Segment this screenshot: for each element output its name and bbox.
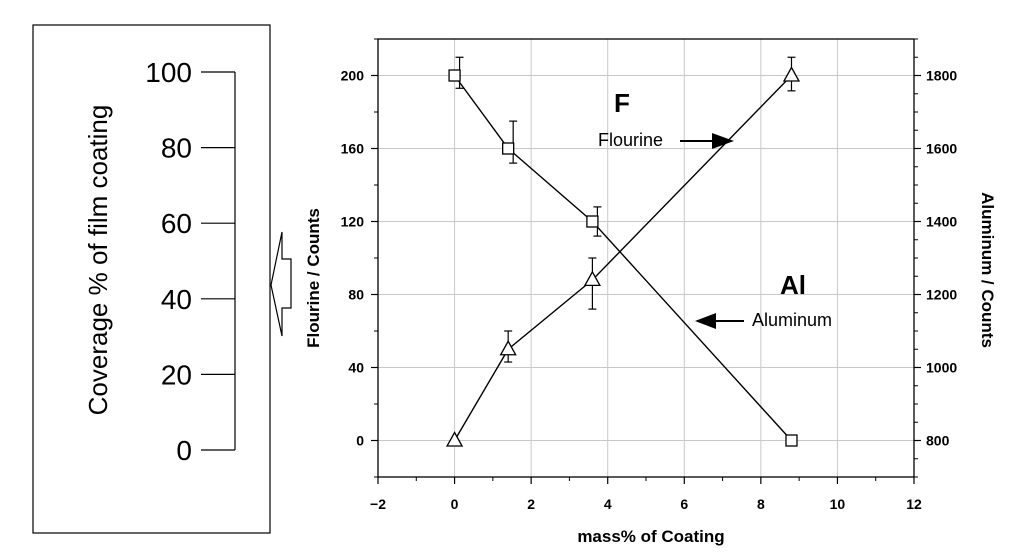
y-axis-right-title: Aluminum / Counts bbox=[978, 192, 997, 348]
y-right-tick-label: 1000 bbox=[926, 360, 957, 376]
point-triangle-marker bbox=[583, 270, 602, 287]
y-right-tick-label: 1800 bbox=[926, 68, 957, 84]
annotation-f: F bbox=[614, 88, 630, 118]
point-square-marker bbox=[785, 434, 798, 447]
tick-labels: −2 0 2 4 6 8 10 1204080120160200800100012001400… bbox=[341, 68, 958, 513]
coverage-axis-title: Coverage % of film coating bbox=[83, 105, 113, 416]
series-line-flourine bbox=[454, 75, 793, 441]
coverage-tick-label: 60 bbox=[161, 208, 192, 239]
point-square-marker bbox=[448, 69, 461, 82]
axis-ticks bbox=[371, 38, 921, 484]
y-right-tick-label: 1400 bbox=[926, 214, 957, 230]
series-layer bbox=[445, 56, 801, 447]
plot-frame bbox=[377, 38, 915, 478]
series-line-aluminum bbox=[453, 75, 792, 441]
y-axis-left-title: Flourine / Counts bbox=[304, 208, 323, 348]
x-tick-label: −2 bbox=[370, 496, 386, 512]
coverage-scale: 100 80 60 40 20 0 bbox=[145, 57, 236, 466]
right-arrow-icon bbox=[712, 133, 734, 149]
coverage-tick-label: 80 bbox=[161, 133, 192, 164]
x-tick-label: 4 bbox=[604, 496, 612, 512]
y-right-tick-label: 800 bbox=[926, 433, 950, 449]
point-triangle-marker bbox=[499, 339, 517, 356]
coverage-panel-frame bbox=[32, 24, 271, 534]
annotation-aluminum-text: Aluminum bbox=[752, 310, 832, 330]
annotation-al: Al bbox=[780, 270, 806, 300]
y-left-tick-label: 200 bbox=[341, 68, 365, 84]
y-left-tick-label: 160 bbox=[341, 141, 365, 157]
point-triangle-marker bbox=[782, 66, 801, 82]
hollow-arrow-icon bbox=[270, 231, 292, 337]
x-tick-label: 0 bbox=[451, 496, 459, 512]
coverage-tick-label: 20 bbox=[161, 359, 192, 390]
annotation-flourine-text: Flourine bbox=[598, 130, 663, 150]
x-tick-label: 10 bbox=[830, 496, 846, 512]
y-left-tick-label: 120 bbox=[341, 214, 365, 230]
left-arrow-icon bbox=[695, 313, 716, 329]
y-left-tick-label: 40 bbox=[348, 360, 364, 376]
x-tick-label: 2 bbox=[527, 496, 535, 512]
y-left-tick-label: 0 bbox=[356, 433, 364, 449]
y-left-tick-label: 80 bbox=[348, 287, 364, 303]
coverage-tick-label: 100 bbox=[145, 57, 192, 88]
y-right-tick-label: 1200 bbox=[926, 287, 957, 303]
point-triangle-marker bbox=[445, 431, 464, 447]
chart-grid bbox=[378, 39, 914, 477]
point-square-marker bbox=[586, 215, 599, 228]
coverage-tick-label: 40 bbox=[161, 284, 192, 315]
x-axis-title: mass% of Coating bbox=[577, 527, 724, 546]
point-square-marker bbox=[502, 142, 515, 155]
x-tick-label: 6 bbox=[680, 496, 688, 512]
coverage-tick-label: 0 bbox=[176, 435, 192, 466]
x-tick-label: 12 bbox=[906, 496, 922, 512]
y-right-tick-label: 1600 bbox=[926, 141, 957, 157]
x-tick-label: 8 bbox=[757, 496, 765, 512]
